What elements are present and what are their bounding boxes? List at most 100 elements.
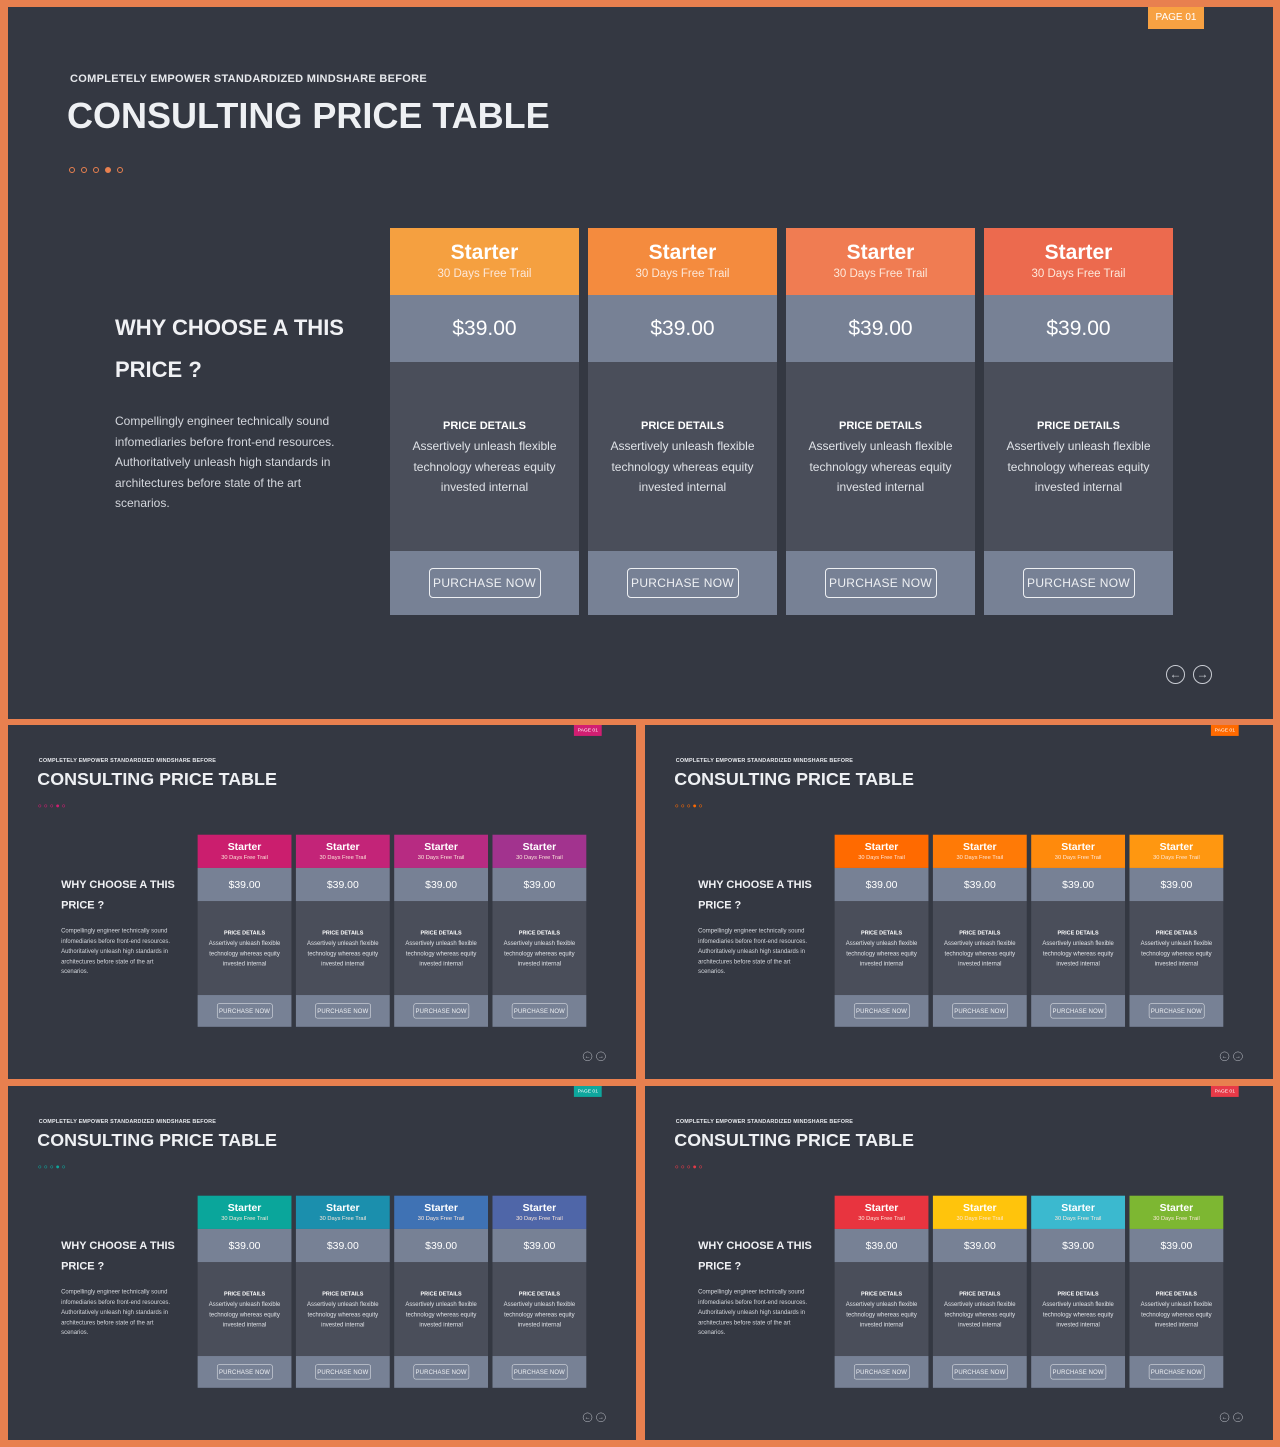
arrow-left-circle-icon[interactable]: ←: [1219, 1412, 1230, 1423]
price-details-heading: PRICE DETAILS: [839, 420, 922, 432]
card-footer: PURCHASE NOW: [394, 995, 489, 1027]
price-details-text: Assertively unleash flexible technology …: [412, 439, 557, 495]
purchase-now-button[interactable]: PURCHASE NOW: [216, 1364, 273, 1380]
slide-subtitle: COMPLETELY EMPOWER STANDARDIZED MINDSHAR…: [70, 73, 428, 85]
slide-navigation: ← →: [582, 1051, 606, 1062]
slide-title: CONSULTING PRICE TABLE: [674, 768, 914, 790]
card-footer: PURCHASE NOW: [984, 551, 1173, 615]
pricing-card: Starter 30 Days Free Trail $39.00 PRICE DET…: [295, 1195, 390, 1388]
slide-subtitle: COMPLETELY EMPOWER STANDARDIZED MINDSHAR…: [675, 1118, 854, 1125]
purchase-now-button[interactable]: PURCHASE NOW: [1050, 1003, 1106, 1019]
plan-trial: 30 Days Free Trail: [319, 854, 367, 861]
card-header: Starter 30 Days Free Trail: [295, 834, 390, 868]
purchase-now-button[interactable]: PURCHASE NOW: [626, 568, 739, 598]
purchase-now-button[interactable]: PURCHASE NOW: [315, 1003, 371, 1019]
arrow-left-circle-icon[interactable]: ←: [1166, 665, 1185, 684]
plan-trial: 30 Days Free Trail: [956, 1215, 1004, 1222]
plan-price: $39.00: [197, 1228, 292, 1263]
price-details-text: Assertively unleash flexible technology …: [405, 939, 477, 967]
price-details-text: Assertively unleash flexible technology …: [405, 1300, 477, 1328]
plan-trial: 30 Days Free Trail: [956, 854, 1004, 861]
why-choose-description: Compellingly engineer technically sound …: [61, 1288, 171, 1336]
why-choose-description: Compellingly engineer technically sound …: [115, 414, 335, 511]
card-footer: PURCHASE NOW: [786, 551, 975, 615]
plan-name: Starter: [227, 841, 262, 853]
purchase-now-button[interactable]: PURCHASE NOW: [1148, 1003, 1205, 1019]
card-footer: PURCHASE NOW: [295, 995, 390, 1027]
purchase-now-button[interactable]: PURCHASE NOW: [315, 1364, 371, 1380]
plan-name: Starter: [963, 841, 997, 853]
price-details-text: Assertively unleash flexible technology …: [1006, 439, 1151, 495]
card-header: Starter 30 Days Free Trail: [1129, 1195, 1224, 1229]
price-details: PRICE DETAILS Assertively unleash flexibl…: [295, 1262, 390, 1357]
slide-content: PAGE 01 COMPLETELY EMPOWER STANDARDIZED M…: [645, 725, 1273, 1078]
progress-dot: [62, 1165, 66, 1169]
price-details-text: Assertively unleash flexible technology …: [307, 939, 379, 967]
pricing-cards: Starter 30 Days Free Trail $39.00 PRICE DET…: [197, 1195, 587, 1388]
plan-name: Starter: [424, 1202, 458, 1214]
card-header: Starter 30 Days Free Trail: [394, 1195, 489, 1229]
pricing-cards: Starter 30 Days Free Trail $39.00 PRICE DET…: [834, 834, 1224, 1027]
slide-navigation: ← →: [1219, 1051, 1243, 1062]
purchase-now-button[interactable]: PURCHASE NOW: [511, 1364, 568, 1380]
slide-title: CONSULTING PRICE TABLE: [37, 768, 277, 790]
plan-trial: 30 Days Free Trail: [1153, 854, 1200, 861]
plan-trial: 30 Days Free Trail: [221, 1215, 268, 1222]
plan-name: Starter: [227, 1202, 262, 1214]
card-footer: PURCHASE NOW: [1031, 995, 1126, 1027]
pricing-card: Starter 30 Days Free Trail $39.00 PRICE DET…: [932, 1195, 1027, 1388]
slide-navigation: ← →: [582, 1412, 606, 1423]
arrow-left-circle-icon[interactable]: ←: [1219, 1051, 1230, 1062]
card-footer: PURCHASE NOW: [197, 1356, 292, 1388]
purchase-now-button[interactable]: PURCHASE NOW: [413, 1364, 469, 1380]
purchase-now-button[interactable]: PURCHASE NOW: [853, 1003, 910, 1019]
purchase-now-button[interactable]: PURCHASE NOW: [1148, 1364, 1205, 1380]
progress-dot: [50, 1165, 54, 1169]
pricing-card: Starter 30 Days Free Trail $39.00 PRICE DET…: [492, 1195, 587, 1388]
price-details-heading: PRICE DETAILS: [223, 1291, 266, 1297]
arrow-left-circle-icon[interactable]: ←: [582, 1051, 593, 1062]
price-details-heading: PRICE DETAILS: [860, 930, 903, 936]
slide-1: PAGE 01 COMPLETELY EMPOWER STANDARDIZED M…: [8, 725, 636, 1079]
pricing-card: Starter 30 Days Free Trail $39.00 PRICE DET…: [1031, 834, 1126, 1027]
arrow-right-circle-icon[interactable]: →: [1193, 665, 1212, 684]
progress-dot: [105, 167, 111, 173]
price-details-heading: PRICE DETAILS: [322, 930, 364, 936]
purchase-now-button[interactable]: PURCHASE NOW: [853, 1364, 910, 1380]
price-details-heading: PRICE DETAILS: [641, 420, 724, 432]
price-details: PRICE DETAILS Assertively unleash flexibl…: [1031, 901, 1126, 996]
purchase-now-button[interactable]: PURCHASE NOW: [952, 1364, 1008, 1380]
purchase-now-button[interactable]: PURCHASE NOW: [216, 1003, 273, 1019]
price-details-heading: PRICE DETAILS: [420, 1291, 462, 1297]
slide-subtitle: COMPLETELY EMPOWER STANDARDIZED MINDSHAR…: [38, 1118, 217, 1125]
purchase-now-button[interactable]: PURCHASE NOW: [1022, 568, 1135, 598]
slide-2: PAGE 01 COMPLETELY EMPOWER STANDARDIZED M…: [645, 725, 1273, 1079]
arrow-right-circle-icon[interactable]: →: [1233, 1412, 1243, 1423]
price-details: PRICE DETAILS Assertively unleash flexibl…: [984, 362, 1173, 551]
arrow-right-circle-icon[interactable]: →: [1233, 1051, 1243, 1062]
plan-price: $39.00: [834, 1228, 929, 1263]
pricing-card: Starter 30 Days Free Trail $39.00 PRICE DET…: [1129, 1195, 1224, 1388]
purchase-now-button[interactable]: PURCHASE NOW: [428, 568, 541, 598]
purchase-now-button[interactable]: PURCHASE NOW: [824, 568, 937, 598]
purchase-now-button[interactable]: PURCHASE NOW: [511, 1003, 568, 1019]
progress-dot: [693, 804, 697, 808]
purchase-now-button[interactable]: PURCHASE NOW: [1050, 1364, 1106, 1380]
purchase-now-button[interactable]: PURCHASE NOW: [952, 1003, 1008, 1019]
progress-dot: [699, 1165, 703, 1169]
arrow-left-circle-icon[interactable]: ←: [582, 1412, 593, 1423]
progress-dot: [62, 804, 66, 808]
slide-navigation: ← →: [1219, 1412, 1243, 1423]
arrow-right-circle-icon[interactable]: →: [596, 1051, 606, 1062]
slide-4: PAGE 01 COMPLETELY EMPOWER STANDARDIZED M…: [645, 1086, 1273, 1440]
plan-trial: 30 Days Free Trail: [516, 854, 563, 861]
price-details-heading: PRICE DETAILS: [443, 420, 526, 432]
progress-dot: [681, 804, 685, 808]
price-details-text: Assertively unleash flexible technology …: [845, 1300, 918, 1328]
card-header: Starter 30 Days Free Trail: [786, 228, 975, 295]
price-details: PRICE DETAILS Assertively unleash flexibl…: [932, 1262, 1027, 1357]
plan-price: $39.00: [1031, 867, 1126, 902]
plan-trial: 30 Days Free Trail: [1054, 1215, 1102, 1222]
purchase-now-button[interactable]: PURCHASE NOW: [413, 1003, 469, 1019]
arrow-right-circle-icon[interactable]: →: [596, 1412, 606, 1423]
